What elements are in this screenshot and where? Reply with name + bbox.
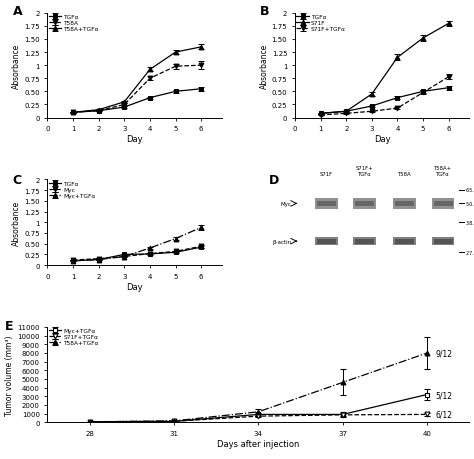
Text: B: B bbox=[260, 6, 270, 18]
Y-axis label: Absorbance: Absorbance bbox=[12, 200, 21, 246]
Text: 5/12: 5/12 bbox=[436, 390, 453, 399]
Bar bbox=[317, 240, 336, 244]
Text: D: D bbox=[269, 173, 279, 186]
X-axis label: Day: Day bbox=[126, 282, 143, 291]
Text: T58A: T58A bbox=[398, 172, 411, 177]
X-axis label: Day: Day bbox=[374, 134, 391, 144]
Legend: Myc+TGFα, S71F+TGFα, T58A+TGFα: Myc+TGFα, S71F+TGFα, T58A+TGFα bbox=[48, 328, 99, 346]
Text: 50.1 kDa: 50.1 kDa bbox=[466, 202, 474, 207]
Legend: TGFα, S71F, S71F+TGFα: TGFα, S71F, S71F+TGFα bbox=[295, 14, 346, 33]
Bar bbox=[434, 202, 453, 207]
Bar bbox=[353, 237, 376, 246]
Text: Myc: Myc bbox=[281, 202, 292, 207]
Y-axis label: Absorbance: Absorbance bbox=[260, 44, 269, 89]
Bar bbox=[432, 199, 455, 209]
Text: A: A bbox=[12, 6, 22, 18]
Y-axis label: Tumor volume (mm³): Tumor volume (mm³) bbox=[6, 335, 15, 415]
Text: C: C bbox=[12, 173, 22, 186]
Bar bbox=[355, 202, 374, 207]
Text: 65.8 kDa: 65.8 kDa bbox=[466, 188, 474, 193]
Bar bbox=[317, 202, 336, 207]
Text: β-actin: β-actin bbox=[273, 239, 292, 244]
Bar bbox=[353, 199, 376, 209]
Legend: TGFα, Myc, Myc+TGFα: TGFα, Myc, Myc+TGFα bbox=[48, 180, 96, 199]
Bar bbox=[393, 237, 416, 246]
Bar bbox=[355, 240, 374, 244]
Bar bbox=[315, 199, 337, 209]
Text: S71F: S71F bbox=[320, 172, 333, 177]
X-axis label: Days after injection: Days after injection bbox=[217, 439, 300, 448]
Bar bbox=[395, 202, 414, 207]
Bar bbox=[393, 199, 416, 209]
Bar bbox=[432, 237, 455, 246]
Text: 38.6 kDa: 38.6 kDa bbox=[466, 220, 474, 225]
Bar bbox=[434, 240, 453, 244]
Bar bbox=[395, 240, 414, 244]
Text: 6/12: 6/12 bbox=[436, 410, 453, 419]
X-axis label: Day: Day bbox=[126, 134, 143, 144]
Text: 27.5 kDa: 27.5 kDa bbox=[466, 250, 474, 255]
Legend: TGFα, T58A, T58A+TGFα: TGFα, T58A, T58A+TGFα bbox=[48, 14, 99, 33]
Bar bbox=[315, 237, 337, 246]
Text: T58A+
TGFα: T58A+ TGFα bbox=[434, 166, 452, 177]
Text: S71F+
TGFα: S71F+ TGFα bbox=[356, 166, 374, 177]
Y-axis label: Absorbance: Absorbance bbox=[12, 44, 21, 89]
Text: E: E bbox=[5, 319, 14, 333]
Text: 9/12: 9/12 bbox=[436, 349, 453, 358]
